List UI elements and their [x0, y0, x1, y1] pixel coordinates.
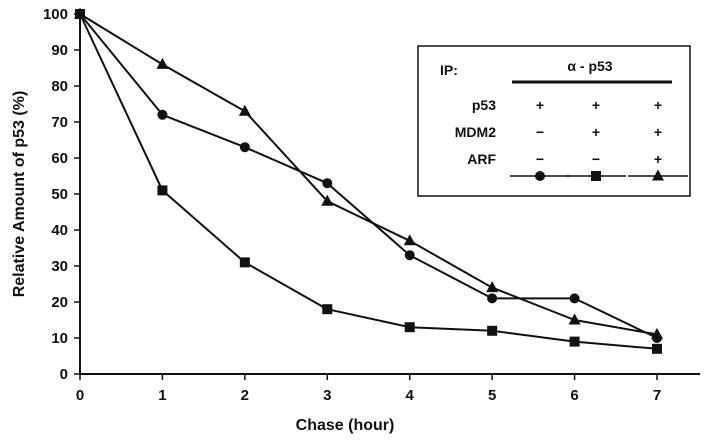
point-triangle [238, 104, 251, 116]
x-tick-label: 6 [570, 387, 578, 404]
x-tick-label: 0 [76, 387, 84, 404]
legend-row-label: p53 [472, 97, 496, 113]
x-tick-label: 5 [488, 387, 496, 404]
x-axis-title: Chase (hour) [296, 417, 395, 434]
legend-cell: + [654, 151, 662, 167]
point-triangle [156, 57, 169, 69]
legend-markers [510, 169, 688, 181]
y-tick-label: 40 [51, 222, 68, 239]
point-circle [157, 109, 168, 120]
legend-row-label: ARF [467, 151, 496, 167]
point-square [652, 343, 662, 354]
x-tick-label: 4 [406, 387, 415, 404]
point-square [239, 257, 250, 268]
point-square [569, 336, 580, 347]
legend-cell: + [654, 97, 662, 113]
x-ticks: 0 1 2 3 4 5 6 7 [76, 374, 661, 404]
point-circle [404, 250, 415, 261]
y-ticks: 0 10 20 30 40 50 60 70 80 90 100 [43, 6, 80, 383]
legend-box [417, 45, 691, 197]
y-tick-label: 10 [51, 330, 68, 347]
series-layer [74, 7, 663, 354]
y-tick-label: 100 [43, 6, 68, 23]
point-square [157, 185, 168, 196]
legend-marker-square [591, 171, 601, 181]
y-tick-label: 50 [51, 186, 68, 203]
x-tick-label: 7 [653, 387, 661, 404]
legend-marker-triangle [652, 169, 664, 181]
x-tick-label: 1 [158, 387, 166, 404]
series-line-square [79, 13, 658, 350]
legend-row-label: MDM2 [455, 124, 496, 140]
x-tick-label: 3 [323, 387, 331, 404]
series-line-circle [79, 13, 658, 339]
point-triangle [651, 327, 663, 339]
series-triangle [74, 7, 663, 339]
y-tick-label: 30 [51, 258, 68, 275]
point-triangle [74, 7, 86, 19]
point-square [404, 322, 415, 333]
y-tick-label: 90 [51, 42, 68, 59]
point-square [487, 325, 498, 336]
legend: IP: α - p53 p53 + + + MDM2 − + + ARF − − + [417, 45, 691, 197]
point-triangle [403, 234, 416, 246]
legend-cell: + [536, 97, 544, 113]
legend-marker-circle [535, 171, 545, 181]
point-triangle [486, 281, 499, 293]
legend-ip-label: IP: [440, 62, 458, 78]
legend-ip-value: α - p53 [567, 58, 612, 74]
y-tick-label: 70 [51, 114, 68, 131]
point-triangle [568, 313, 581, 325]
point-triangle [321, 194, 334, 206]
point-circle [569, 293, 580, 304]
point-circle [322, 178, 333, 189]
point-circle [239, 142, 250, 153]
legend-cell: + [592, 97, 600, 113]
legend-cell: + [654, 124, 662, 140]
y-axis-title: Relative Amount of p53 (%) [11, 91, 28, 298]
legend-cell: − [536, 124, 544, 140]
legend-cell: − [536, 151, 544, 167]
y-tick-label: 60 [51, 150, 68, 167]
legend-cell: + [592, 124, 600, 140]
series-line-triangle [79, 13, 658, 336]
point-circle [487, 293, 498, 304]
legend-rows: p53 + + + MDM2 − + + ARF − − + [455, 97, 662, 167]
x-tick-label: 2 [241, 387, 249, 404]
legend-cell: − [592, 151, 600, 167]
y-tick-label: 20 [51, 294, 68, 311]
point-square [322, 304, 333, 315]
y-tick-label: 80 [51, 78, 68, 95]
y-tick-label: 0 [60, 366, 68, 383]
